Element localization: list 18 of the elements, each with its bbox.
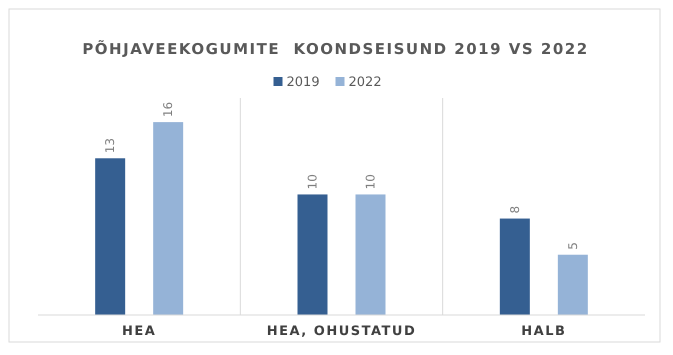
bar (298, 194, 328, 315)
bar (153, 122, 184, 315)
x-tick-label: HALB (521, 324, 566, 339)
data-label: 8 (508, 206, 522, 214)
bar (500, 218, 530, 315)
chart-title: PÕHJAVEEKOGUMITE KOONDSEISUND 2019 VS 2022 (82, 40, 589, 58)
bar (558, 254, 588, 315)
x-tick-label: HEA (122, 324, 156, 339)
legend-label: 2022 (348, 75, 382, 90)
x-tick-label: HEA, OHUSTATUD (266, 324, 416, 339)
data-label: 5 (566, 242, 580, 250)
data-label: 13 (103, 138, 118, 154)
data-label: 16 (161, 102, 176, 118)
bar (95, 158, 126, 315)
data-label: 10 (306, 174, 320, 190)
legend-label: 2019 (286, 75, 320, 90)
bar (356, 194, 386, 315)
data-label: 10 (364, 174, 378, 190)
